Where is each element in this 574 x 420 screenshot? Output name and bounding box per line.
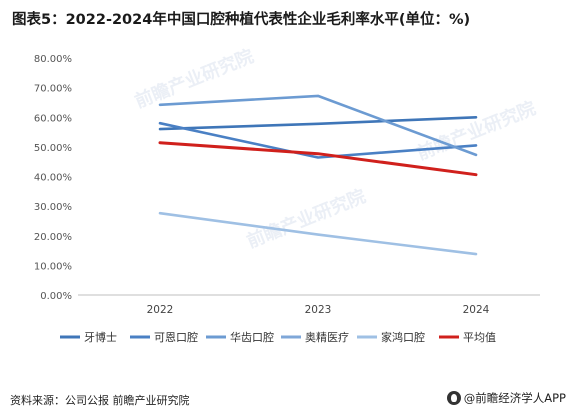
y-tick-label: 60.00% [34,113,72,124]
legend-item: 平均值 [439,331,496,344]
y-tick-label: 80.00% [34,54,72,65]
line-chart: 前瞻产业研究院 前瞻产业研究院 前瞻产业研究院 0.00% 10.00% 20.00… [34,45,540,344]
legend-item: 牙博士 [60,331,117,344]
legend-label: 家鸿口腔 [381,330,425,344]
y-tick-label: 20.00% [34,232,72,243]
watermark-layer: 前瞻产业研究院 前瞻产业研究院 前瞻产业研究院 [132,45,539,253]
x-tick-label: 2023 [305,304,332,316]
brand-label: @前瞻经济学人APP [463,391,566,405]
series-line-可恩口腔 [158,121,478,159]
y-tick-label: 50.00% [34,143,72,154]
footer: 资料来源：公司公报 前瞻产业研究院 @前瞻经济学人APP [0,386,574,420]
y-tick-label: 70.00% [34,84,72,95]
axes: 0.00% 10.00% 20.00% 30.00% 40.00% 50.00% 60.00… [34,54,540,316]
legend: 牙博士 可恩口腔 华齿口腔 奥精医疗 家鸿口腔 平均值 [60,330,496,344]
y-tick-label: 40.00% [34,173,72,184]
legend-item: 华齿口腔 [206,330,274,344]
series-lines [158,94,478,256]
legend-item: 家鸿口腔 [357,330,425,344]
legend-label: 华齿口腔 [230,330,274,344]
legend-label: 平均值 [463,331,496,344]
legend-label: 可恩口腔 [154,330,198,344]
legend-label: 奥精医疗 [305,330,349,344]
series-line-华齿口腔 [158,94,478,157]
source-note: 资料来源：公司公报 前瞻产业研究院 [10,394,190,407]
brand-logo-icon [446,391,461,405]
series-line-牙博士 [158,116,478,131]
legend-item: 可恩口腔 [130,330,198,344]
x-tick-label: 2024 [463,304,490,316]
x-tick-label: 2022 [147,304,174,316]
brand-credit[interactable]: @前瞻经济学人APP [446,390,566,406]
y-tick-label: 0.00% [40,291,72,302]
legend-item: 奥精医疗 [281,330,349,344]
series-line-家鸿口腔 [158,211,478,256]
watermark-text: 前瞻产业研究院 [244,185,369,253]
chart-title: 图表5：2022-2024年中国口腔种植代表性企业毛利率水平(单位：%) [12,12,471,28]
series-line-平均值 [158,141,478,177]
legend-label: 牙博士 [84,331,117,344]
y-tick-label: 30.00% [34,202,72,213]
y-tick-label: 10.00% [34,261,72,272]
